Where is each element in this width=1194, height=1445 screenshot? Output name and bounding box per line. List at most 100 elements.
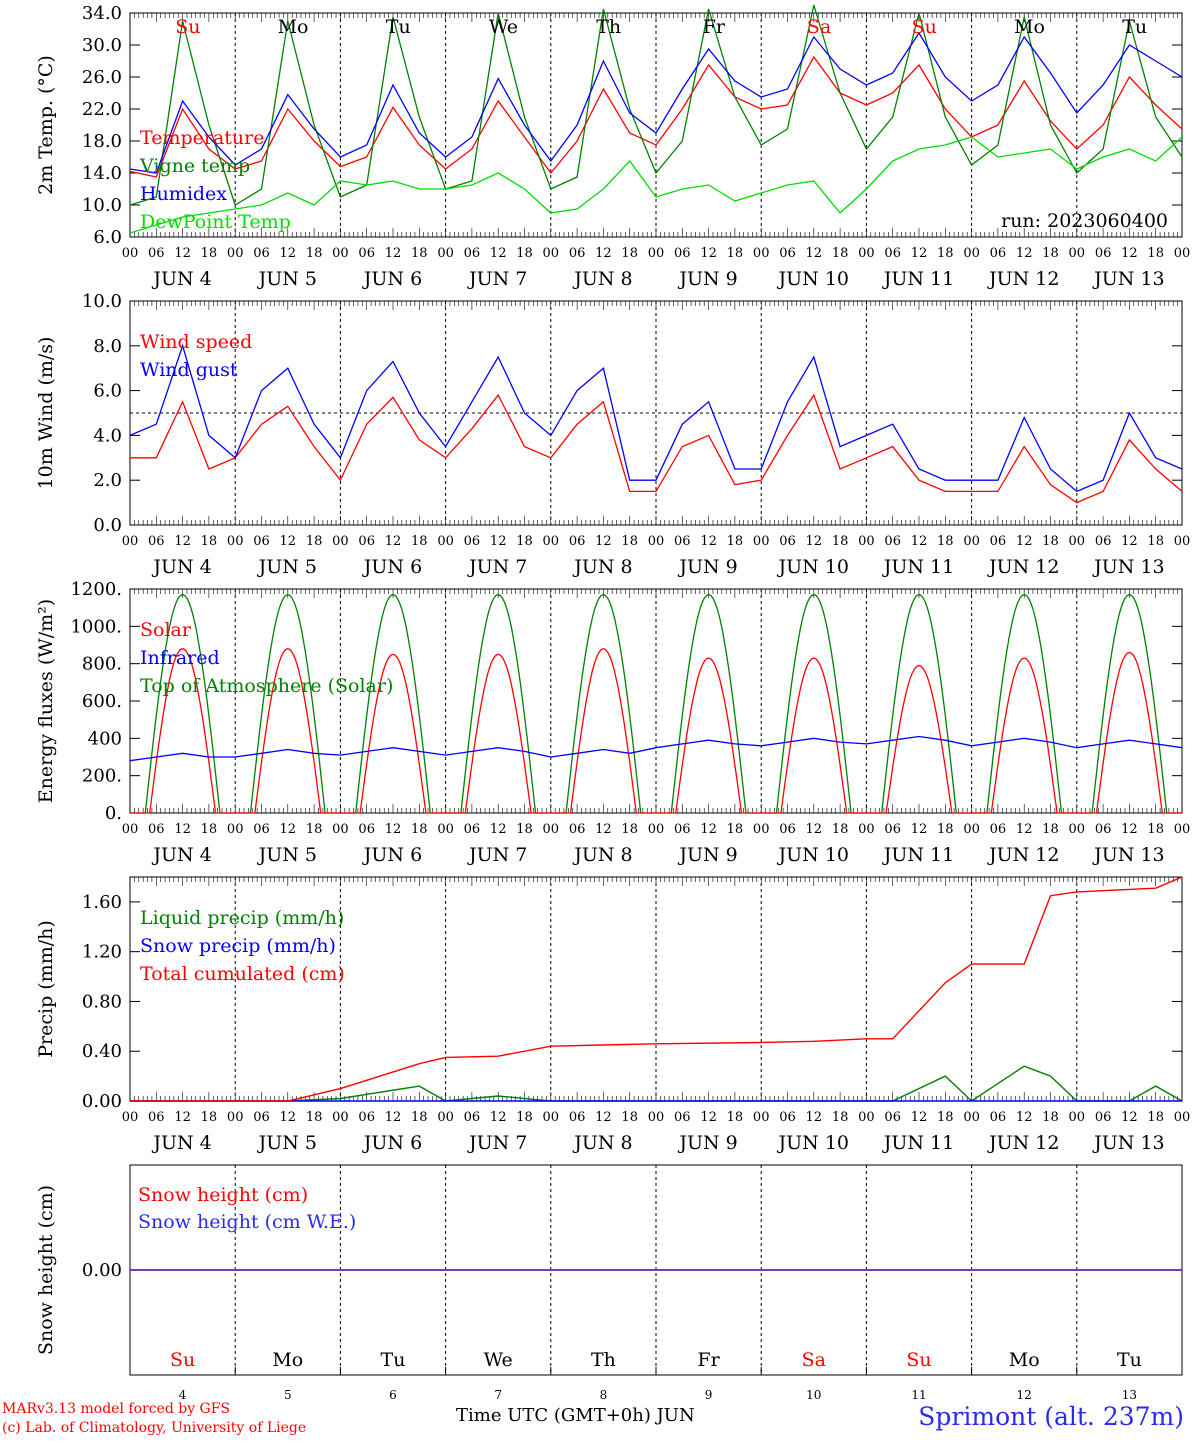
hour-tick-label: 00	[332, 246, 349, 261]
date-label: JUN 7	[467, 1132, 527, 1154]
hour-tick-label: 00	[1174, 246, 1191, 261]
hour-tick-label: 18	[1042, 822, 1059, 837]
bottom-day-number: 6	[389, 1388, 397, 1402]
y-tick-label: 0.80	[82, 991, 122, 1012]
date-label: JUN 11	[882, 268, 954, 290]
hour-tick-label: 12	[595, 246, 612, 261]
hour-tick-label: 06	[358, 246, 375, 261]
hour-tick-label: 12	[490, 1110, 507, 1125]
precip-legend-2: Total cumulated (cm)	[140, 963, 345, 985]
date-label: JUN 13	[1092, 1132, 1164, 1154]
hour-tick-label: 12	[280, 1110, 297, 1125]
hour-tick-label: 00	[1069, 822, 1086, 837]
hour-tick-label: 06	[464, 822, 481, 837]
hour-tick-label: 18	[411, 534, 428, 549]
hour-tick-label: 12	[1121, 246, 1138, 261]
hour-tick-label: 18	[727, 534, 744, 549]
hour-tick-label: 18	[1147, 1110, 1164, 1125]
hour-tick-label: 00	[963, 822, 980, 837]
hour-tick-label: 00	[1174, 1110, 1191, 1125]
snow-legend-0: Snow height (cm)	[138, 1184, 308, 1206]
date-label: JUN 4	[151, 844, 211, 866]
snow-legend-1: Snow height (cm W.E.)	[138, 1211, 356, 1233]
bottom-day-label: Mo	[1009, 1349, 1040, 1371]
y-tick-label: 1.60	[82, 892, 122, 913]
hour-tick-label: 18	[306, 534, 323, 549]
hour-tick-label: 00	[648, 822, 665, 837]
top-day-label: Tu	[1122, 16, 1147, 38]
hour-tick-label: 00	[1069, 246, 1086, 261]
date-label: JUN 12	[987, 268, 1059, 290]
bottom-day-number: 5	[284, 1388, 292, 1402]
run-annotation: run: 2023060400	[1001, 210, 1168, 232]
hour-tick-label: 12	[806, 1110, 823, 1125]
hour-tick-label: 06	[464, 1110, 481, 1125]
hour-tick-label: 00	[122, 1110, 139, 1125]
hour-tick-label: 18	[832, 822, 849, 837]
temp-legend-0: Temperature	[140, 127, 264, 149]
hour-tick-label: 06	[253, 822, 270, 837]
hour-tick-label: 00	[858, 534, 875, 549]
y-tick-label: 800.	[82, 654, 122, 675]
bottom-day-number: 7	[494, 1388, 502, 1402]
y-tick-label: 1000.	[70, 616, 122, 637]
date-label: JUN 6	[362, 844, 422, 866]
hour-tick-label: 12	[911, 534, 928, 549]
hour-tick-label: 00	[753, 822, 770, 837]
date-label: JUN 9	[677, 268, 737, 290]
date-label: JUN 5	[257, 268, 317, 290]
y-tick-label: 0.40	[82, 1041, 122, 1062]
hour-tick-label: 12	[911, 822, 928, 837]
hour-tick-label: 00	[543, 246, 560, 261]
hour-tick-label: 18	[1147, 822, 1164, 837]
precip-series-2	[130, 876, 1183, 1102]
y-tick-label: 14.0	[82, 163, 122, 184]
hour-tick-label: 12	[490, 822, 507, 837]
hour-tick-label: 18	[937, 822, 954, 837]
bottom-day-label: Tu	[1117, 1349, 1142, 1371]
date-label: JUN 12	[987, 844, 1059, 866]
hour-tick-label: 12	[174, 246, 191, 261]
hour-tick-label: 06	[569, 534, 586, 549]
hour-tick-label: 18	[411, 246, 428, 261]
precip-axis-label: Precip (mm/h)	[35, 920, 57, 1058]
hour-tick-label: 00	[437, 1110, 454, 1125]
date-label: JUN 13	[1092, 844, 1164, 866]
hour-tick-label: 00	[648, 534, 665, 549]
hour-tick-label: 12	[700, 246, 717, 261]
hour-tick-label: 06	[358, 822, 375, 837]
date-label: JUN 10	[777, 268, 849, 290]
hour-tick-label: 00	[963, 534, 980, 549]
hour-tick-label: 06	[674, 246, 691, 261]
hour-tick-label: 00	[122, 246, 139, 261]
panel-frame-1	[129, 12, 1183, 238]
y-tick-label: 6.0	[93, 381, 122, 402]
hour-tick-label: 00	[963, 246, 980, 261]
hour-tick-label: 06	[253, 534, 270, 549]
hour-tick-label: 06	[148, 246, 165, 261]
hour-tick-label: 12	[806, 822, 823, 837]
hour-tick-label: 18	[832, 1110, 849, 1125]
y-tick-label: 4.0	[93, 425, 122, 446]
y-tick-label: 10.0	[82, 195, 122, 216]
snow-axis-label: Snow height (cm)	[35, 1185, 57, 1355]
hour-tick-label: 12	[490, 246, 507, 261]
hour-tick-label: 18	[727, 246, 744, 261]
wind-series-1	[129, 343, 1183, 493]
y-tick-label: 6.0	[93, 227, 122, 248]
hour-tick-label: 06	[779, 246, 796, 261]
model-credit: MARv3.13 model forced by GFS	[2, 1401, 231, 1417]
hour-tick-label: 12	[1016, 1110, 1033, 1125]
hour-tick-label: 00	[858, 246, 875, 261]
bottom-day-label: Su	[170, 1349, 195, 1371]
hour-tick-label: 06	[884, 1110, 901, 1125]
hour-tick-label: 00	[648, 246, 665, 261]
top-day-label: Th	[596, 16, 621, 38]
hour-tick-label: 00	[122, 534, 139, 549]
hour-tick-label: 18	[516, 822, 533, 837]
y-tick-label: 1.20	[82, 942, 122, 963]
hour-tick-label: 00	[332, 1110, 349, 1125]
hour-tick-label: 00	[648, 1110, 665, 1125]
